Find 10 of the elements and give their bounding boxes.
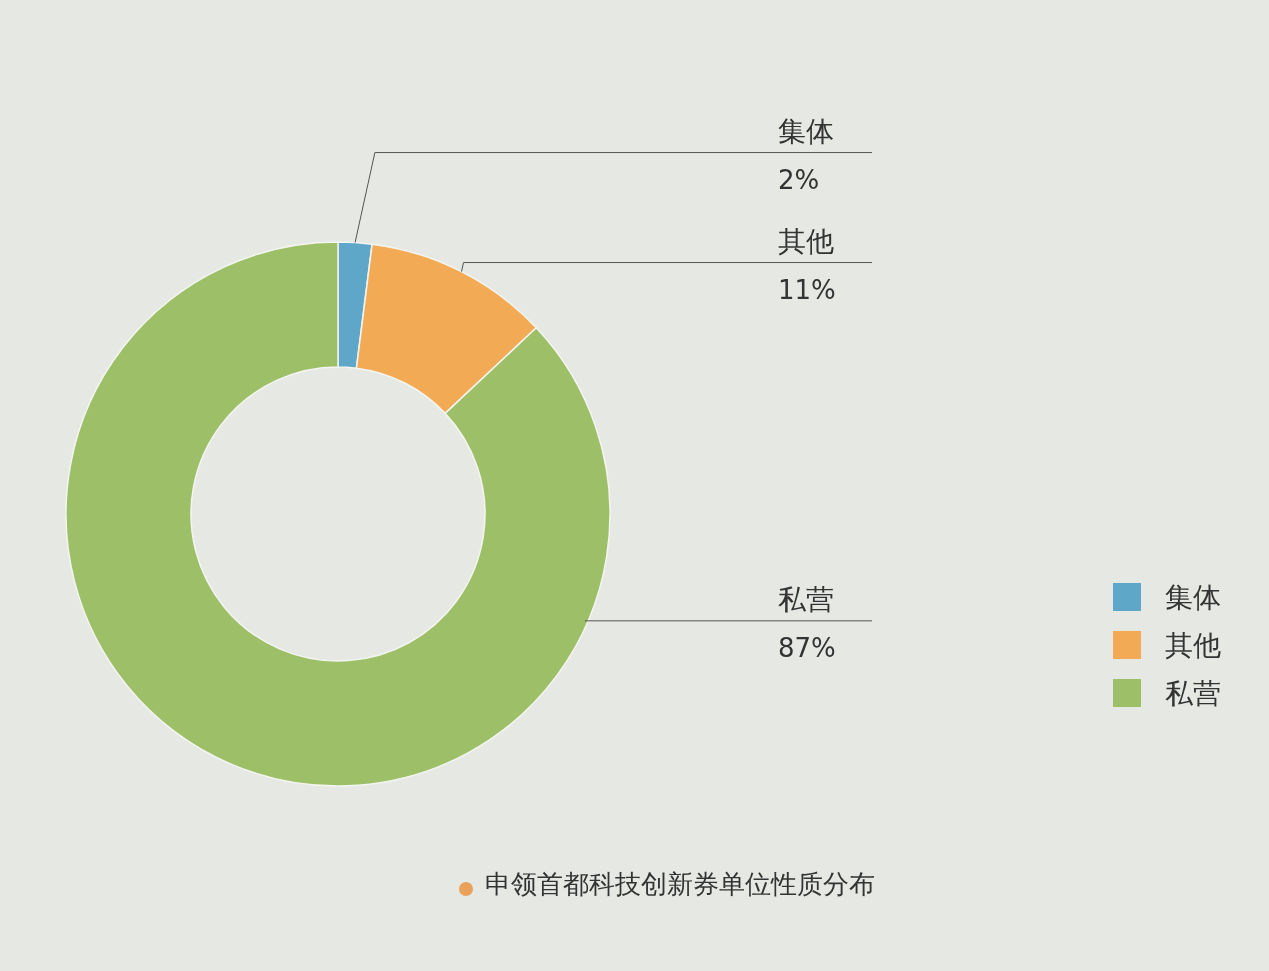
legend-label: 其他 [1165, 629, 1221, 662]
text: 申领首都科技创新券单位性质分布 [485, 869, 875, 899]
slice-label: 集体 [778, 114, 834, 148]
data-label: 87% [778, 632, 836, 663]
slice-label: 其他 [778, 224, 834, 258]
data-label: 11% [778, 274, 836, 305]
legend-label: 私营 [1165, 677, 1221, 710]
slice-label: 私营 [778, 582, 834, 616]
data-label: 2% [778, 164, 820, 195]
legend-label: 集体 [1165, 581, 1221, 614]
